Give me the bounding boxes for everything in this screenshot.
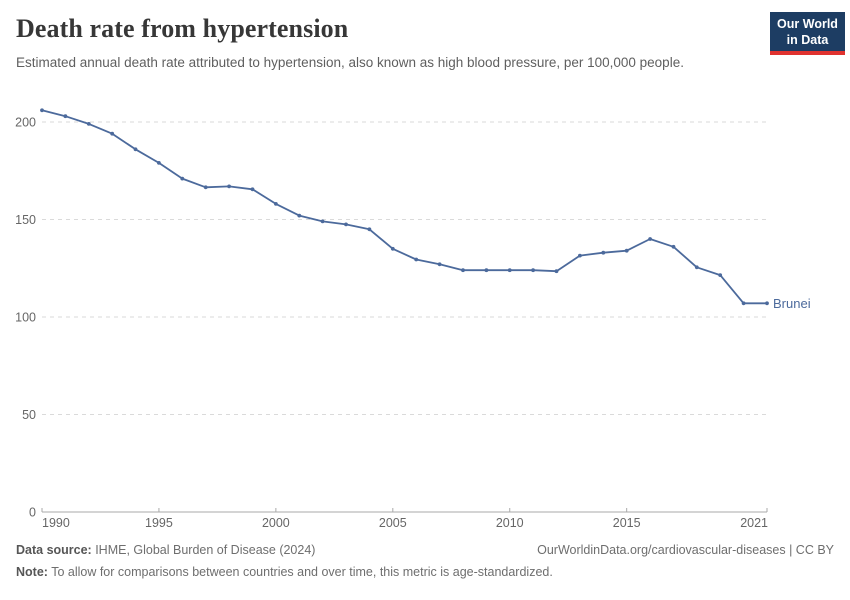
data-point-marker[interactable] [250, 187, 255, 192]
data-point-marker[interactable] [414, 257, 419, 262]
data-point-marker[interactable] [63, 114, 68, 119]
data-point-marker[interactable] [554, 269, 559, 274]
data-point-marker[interactable] [531, 268, 535, 273]
data-point-marker[interactable] [507, 268, 512, 273]
y-tick-label: 0 [29, 506, 36, 520]
x-tick-label: 2005 [379, 516, 407, 530]
data-point-marker[interactable] [694, 265, 699, 270]
data-point-marker[interactable] [297, 213, 302, 218]
y-tick-label: 50 [22, 408, 36, 422]
y-tick-label: 100 [15, 311, 36, 325]
y-tick-label: 200 [15, 116, 36, 130]
data-point-marker[interactable] [578, 253, 582, 258]
data-point-marker[interactable] [718, 273, 723, 277]
series-line [41, 109, 768, 305]
owid-logo-line1: Our World [777, 17, 838, 31]
data-point-marker[interactable] [274, 202, 278, 206]
note-text: Note: To allow for comparisons between c… [16, 564, 553, 579]
chart-footer: Data source: IHME, Global Burden of Dise… [16, 542, 834, 581]
x-tick-label: 2010 [496, 516, 524, 530]
data-point-marker[interactable] [648, 237, 652, 241]
data-point-marker[interactable] [344, 222, 348, 227]
note-label: Note: [16, 564, 48, 579]
data-point-marker[interactable] [484, 268, 489, 273]
data-point-marker[interactable] [461, 268, 465, 273]
x-tick-label: 2015 [613, 516, 641, 530]
data-point-marker[interactable] [180, 176, 185, 181]
chart-title: Death rate from hypertension [16, 14, 349, 43]
chart-header: Death rate from hypertension Estimated a… [0, 0, 850, 73]
data-point-marker[interactable] [437, 262, 442, 267]
entity-label[interactable]: Brunei [773, 296, 811, 311]
data-point-marker[interactable] [390, 246, 395, 251]
data-point-marker[interactable] [367, 227, 372, 232]
data-source-text: Data source: IHME, Global Burden of Dise… [16, 543, 316, 557]
data-point-marker[interactable] [110, 131, 115, 136]
data-point-marker[interactable] [227, 184, 232, 189]
data-source-label: Data source: [16, 543, 92, 557]
data-point-marker[interactable] [765, 301, 769, 306]
data-point-marker[interactable] [133, 147, 138, 152]
data-point-marker[interactable] [203, 185, 208, 190]
line-chart: 0 50 100 150 200 1990 1995 2000 2005 2010 2015 2021… [15, 108, 811, 530]
x-tick-label: 2021 [740, 516, 768, 530]
owid-citation-link[interactable]: OurWorldinData.org/cardiovascular-diseas… [537, 543, 834, 557]
data-point-marker[interactable] [40, 108, 44, 113]
owid-logo: Our World in Data [770, 12, 845, 55]
chart-subtitle: Estimated annual death rate attributed t… [16, 55, 684, 70]
data-point-marker[interactable] [741, 301, 746, 306]
y-tick-label: 150 [15, 213, 36, 227]
data-point-marker[interactable] [624, 248, 629, 253]
owid-logo-line2: in Data [786, 33, 829, 47]
x-tick-label: 2000 [262, 516, 290, 530]
x-tick-label: 1990 [42, 516, 70, 530]
x-tick-label: 1995 [145, 516, 173, 530]
data-point-marker[interactable] [157, 161, 161, 165]
data-point-marker[interactable] [601, 250, 606, 255]
data-point-marker[interactable] [671, 244, 676, 249]
data-point-marker[interactable] [320, 219, 325, 224]
data-point-marker[interactable] [86, 122, 91, 126]
